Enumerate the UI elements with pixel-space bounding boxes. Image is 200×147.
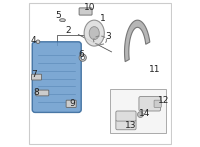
Text: 5: 5 bbox=[55, 11, 61, 20]
Text: 4: 4 bbox=[31, 36, 36, 45]
Text: 14: 14 bbox=[139, 109, 150, 118]
Ellipse shape bbox=[84, 20, 104, 46]
Ellipse shape bbox=[89, 27, 99, 40]
Text: 7: 7 bbox=[31, 70, 37, 79]
Text: 9: 9 bbox=[70, 99, 75, 108]
Text: 3: 3 bbox=[106, 31, 112, 41]
FancyBboxPatch shape bbox=[116, 120, 136, 130]
Text: 1: 1 bbox=[100, 14, 106, 23]
FancyBboxPatch shape bbox=[139, 97, 161, 111]
Circle shape bbox=[137, 112, 143, 117]
Text: 6: 6 bbox=[78, 50, 84, 59]
Text: 13: 13 bbox=[125, 121, 136, 130]
FancyBboxPatch shape bbox=[154, 100, 161, 107]
Ellipse shape bbox=[60, 19, 65, 22]
Polygon shape bbox=[125, 20, 150, 62]
FancyBboxPatch shape bbox=[116, 111, 136, 121]
FancyBboxPatch shape bbox=[66, 100, 76, 107]
FancyBboxPatch shape bbox=[110, 89, 166, 133]
FancyBboxPatch shape bbox=[31, 74, 42, 80]
FancyBboxPatch shape bbox=[32, 42, 81, 112]
Text: 12: 12 bbox=[158, 96, 169, 105]
FancyBboxPatch shape bbox=[36, 90, 49, 96]
Text: 2: 2 bbox=[65, 26, 71, 35]
Text: 11: 11 bbox=[149, 65, 161, 74]
Ellipse shape bbox=[36, 40, 40, 44]
Text: 10: 10 bbox=[84, 3, 96, 12]
FancyBboxPatch shape bbox=[79, 8, 92, 15]
Text: 8: 8 bbox=[34, 88, 39, 97]
